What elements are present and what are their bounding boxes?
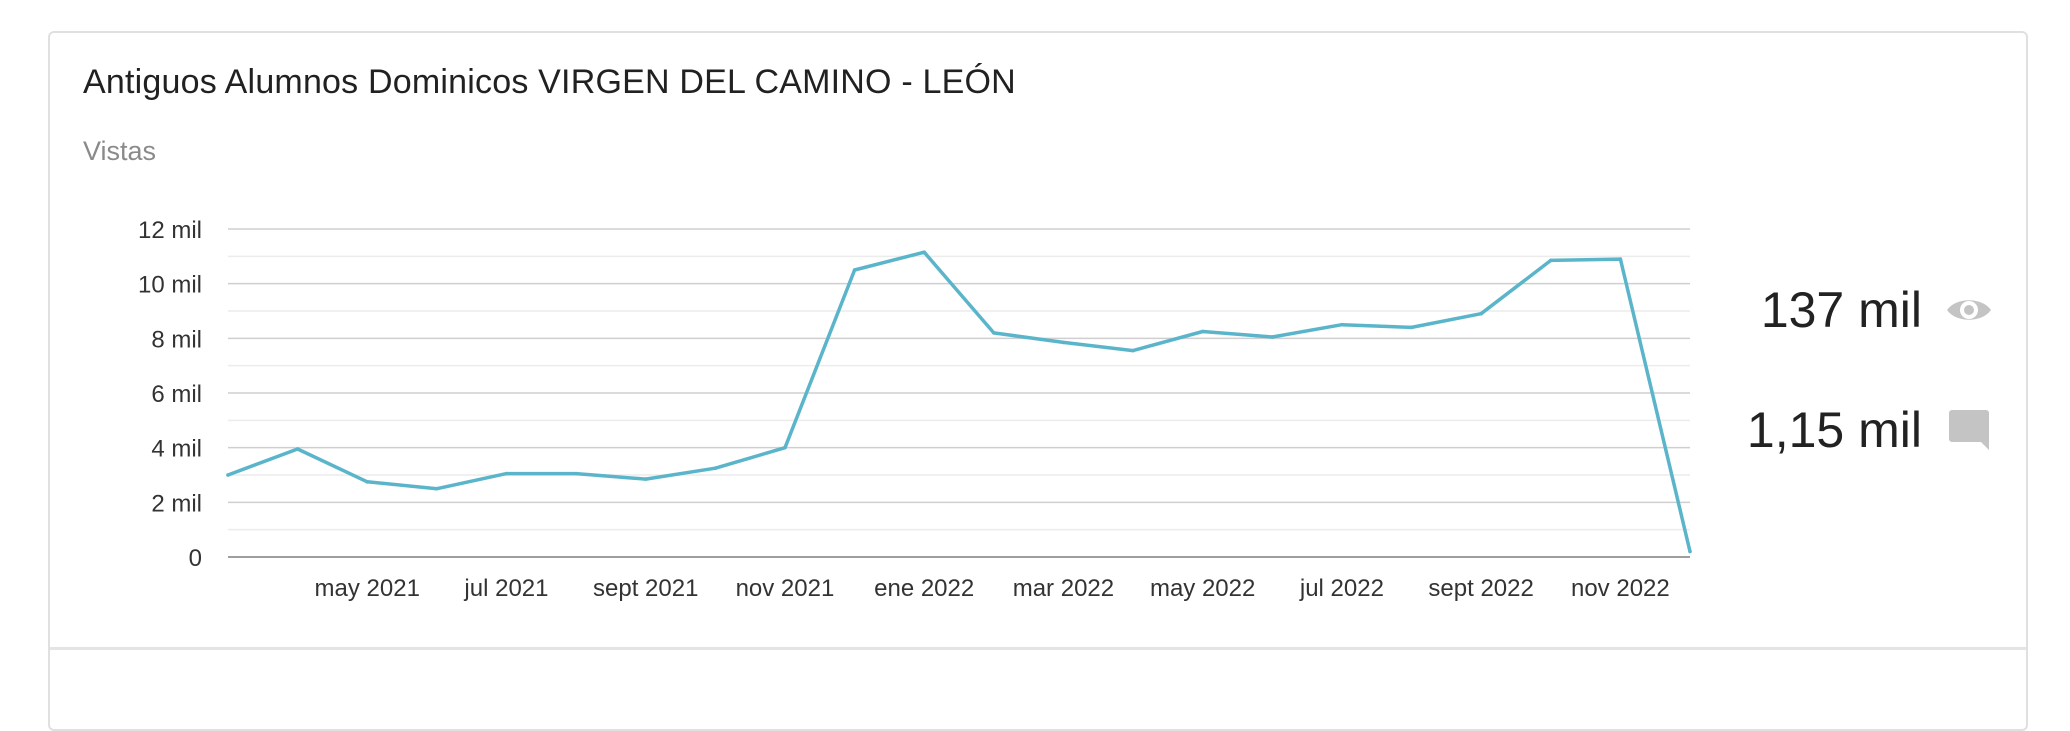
data-point: [365, 480, 370, 484]
data-point: [1270, 335, 1275, 339]
views-count: 137 mil: [1760, 282, 1922, 338]
views-stat: 137 mil: [1761, 281, 1994, 339]
data-point: [1131, 348, 1135, 353]
x-tick-label: jul 2021: [463, 575, 548, 602]
y-tick-label: 2 mil: [151, 490, 202, 517]
x-tick-label: nov 2022: [1571, 575, 1670, 602]
data-point: [1688, 549, 1692, 554]
data-point: [852, 268, 857, 272]
x-tick-label: nov 2021: [736, 575, 835, 602]
comments-count: 1,15 mil: [1746, 402, 1922, 458]
data-point: [1061, 340, 1066, 345]
y-tick-label: 4 mil: [151, 436, 202, 463]
x-tick-label: sept 2022: [1428, 575, 1533, 602]
chart-card: Antiguos Alumnos Dominicos VIRGEN DEL CA…: [48, 31, 2028, 731]
data-point: [643, 477, 648, 481]
x-tick-label: may 2021: [315, 575, 420, 602]
data-point: [435, 486, 439, 491]
views-line-chart: 0 2 mil 4 mil 6 mil 8 mil 10 mil 12 mil may 202…: [138, 217, 1692, 602]
x-tick-label: mar 2022: [1013, 575, 1114, 602]
eye-icon: [1944, 285, 1994, 335]
data-point: [992, 331, 996, 335]
data-point: [1340, 322, 1344, 327]
x-tick-label: sept 2021: [593, 575, 698, 602]
data-point: [504, 471, 509, 476]
card-divider: [50, 647, 2026, 650]
chart-subtitle: Vistas: [83, 136, 157, 166]
y-tick-label: 0: [189, 545, 202, 572]
x-tick-label: jul 2022: [1299, 575, 1384, 602]
comments-stat: 1,15 mil: [1747, 401, 1994, 459]
y-tick-label: 6 mil: [151, 381, 202, 408]
data-point: [1548, 258, 1553, 263]
y-tick-label: 12 mil: [138, 217, 202, 244]
page-title: Antiguos Alumnos Dominicos VIRGEN DEL CA…: [83, 63, 1016, 101]
y-tick-label: 10 mil: [138, 272, 202, 299]
y-tick-label: 8 mil: [151, 326, 202, 353]
data-point: [1479, 311, 1483, 316]
data-point: [1409, 325, 1414, 330]
series-line: [226, 250, 1692, 554]
comment-icon: [1944, 405, 1994, 455]
data-point: [783, 445, 787, 450]
x-tick-label: ene 2022: [874, 575, 974, 602]
data-point: [713, 466, 718, 470]
data-point: [922, 250, 926, 255]
data-point: [1618, 257, 1623, 261]
data-point: [1200, 329, 1205, 334]
data-point: [574, 471, 578, 476]
data-point: [295, 447, 300, 451]
x-tick-label: may 2022: [1150, 575, 1255, 602]
data-point: [226, 473, 230, 477]
